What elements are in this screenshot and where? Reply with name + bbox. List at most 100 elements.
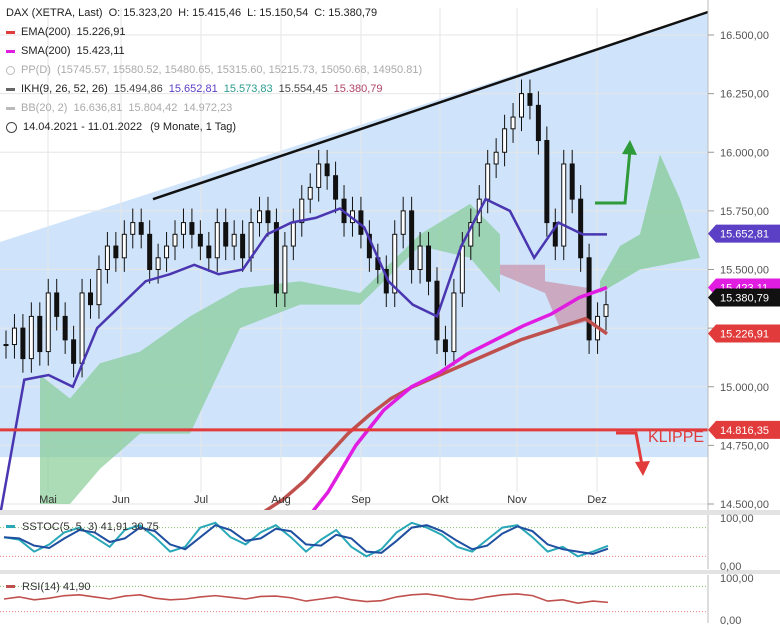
candle-body bbox=[333, 175, 339, 200]
candle-body bbox=[155, 257, 161, 270]
candle-body bbox=[206, 245, 212, 259]
y-tick-label: 14.500,00 bbox=[720, 499, 769, 511]
price-tag-label: 15.652,81 bbox=[720, 229, 769, 241]
clock-icon bbox=[6, 122, 17, 133]
x-tick-label: Okt bbox=[431, 494, 448, 506]
candle-body bbox=[37, 315, 43, 353]
candle-body bbox=[485, 163, 491, 200]
candle-body bbox=[164, 245, 170, 259]
candle-body bbox=[197, 233, 203, 247]
candle-body bbox=[493, 151, 499, 165]
candle-body bbox=[180, 222, 186, 235]
candle-body bbox=[240, 233, 246, 259]
ohlc-high: 15.415,46 bbox=[192, 7, 242, 19]
candle-body bbox=[282, 245, 288, 294]
ichimoku-cloud-red bbox=[500, 264, 590, 329]
legend-sma[interactable]: SMA(200) 15.423,11 bbox=[6, 42, 422, 61]
candle-body bbox=[88, 292, 94, 306]
ohlc-open-label: O: bbox=[108, 7, 121, 19]
x-tick-label: Mai bbox=[39, 494, 57, 506]
candle-body bbox=[535, 104, 541, 142]
sma200-line bbox=[298, 285, 608, 529]
candle-body bbox=[248, 222, 254, 259]
legend-bb[interactable]: BB(20, 2) 16.636,81 15.804,42 14.972,23 bbox=[6, 99, 422, 118]
bb-value-2: 15.804,42 bbox=[128, 102, 178, 114]
candle-body bbox=[392, 233, 398, 294]
candle-body bbox=[451, 292, 457, 353]
candle-body bbox=[45, 292, 51, 353]
x-tick-label: Nov bbox=[507, 494, 527, 506]
ema-swatch bbox=[6, 31, 15, 34]
candle-body bbox=[561, 163, 567, 247]
ikh-swatch bbox=[6, 88, 15, 91]
chart-legend: DAX (XETRA, Last) O: 15.323,20 H: 15.415… bbox=[6, 4, 422, 137]
x-tick-label: Dez bbox=[587, 494, 607, 506]
period-range: 14.04.2021 - 11.01.2022 bbox=[23, 121, 143, 133]
candle-body bbox=[442, 339, 448, 353]
bb-swatch bbox=[6, 107, 15, 110]
candle-body bbox=[147, 233, 153, 270]
candle-body bbox=[189, 222, 195, 235]
up-arrow bbox=[595, 149, 632, 205]
candle-body bbox=[569, 163, 575, 200]
candle-body bbox=[231, 233, 237, 247]
ikh-value-5: 15.380,79 bbox=[333, 83, 383, 95]
subchart-series bbox=[3, 521, 609, 558]
candle-body bbox=[138, 222, 144, 235]
candle-body bbox=[299, 198, 305, 224]
candle-body bbox=[459, 245, 465, 294]
subchart-legend: SSTOC(5, 5, 3) 41,91 30,75 bbox=[22, 521, 159, 533]
candle-body bbox=[20, 327, 26, 360]
subchart-legend: RSI(14) 41,90 bbox=[22, 581, 90, 593]
ikh-kijun-line bbox=[0, 197, 607, 516]
legend-period: 14.04.2021 - 11.01.2022 (9 Monate, 1 Tag… bbox=[6, 118, 422, 137]
candle-body bbox=[96, 269, 102, 306]
candle-body bbox=[3, 344, 9, 347]
y-tick-label: 15.500,00 bbox=[720, 265, 769, 277]
candle-body bbox=[400, 210, 406, 235]
price-tag-label: 15.380,79 bbox=[720, 292, 769, 304]
y-tick-label: 16.000,00 bbox=[720, 147, 769, 159]
up-arrow-head bbox=[622, 140, 637, 155]
subchart-tick-label: 0,00 bbox=[720, 615, 741, 625]
price-tag bbox=[708, 324, 780, 343]
y-tick-label: 16.250,00 bbox=[720, 89, 769, 101]
candle-body bbox=[11, 327, 17, 346]
candle-body bbox=[104, 245, 110, 271]
bb-name: BB(20, 2) bbox=[21, 102, 68, 114]
candle-body bbox=[257, 210, 263, 224]
legend-pp[interactable]: PP(D) (15745.57, 15580.52, 15480.65, 153… bbox=[6, 61, 422, 80]
chart-title: DAX (XETRA, Last) bbox=[6, 7, 103, 19]
x-tick-label: Aug bbox=[271, 494, 291, 506]
price-tag bbox=[708, 224, 780, 243]
legend-ema[interactable]: EMA(200) 15.226,91 bbox=[6, 23, 422, 42]
ikh-value-2: 15.652,81 bbox=[168, 83, 218, 95]
ohlc-close: 15.380,79 bbox=[328, 7, 378, 19]
candle-body bbox=[502, 128, 508, 153]
candle-body bbox=[307, 186, 313, 200]
candle-body bbox=[214, 222, 220, 259]
y-tick-label: 15.750,00 bbox=[720, 206, 769, 218]
pp-values: (15745.57, 15580.52, 15480.65, 15315.60,… bbox=[56, 64, 423, 76]
candle-body bbox=[578, 198, 584, 259]
y-tick-label: 14.750,00 bbox=[720, 440, 769, 452]
candle-body bbox=[79, 292, 85, 364]
candle-body bbox=[603, 304, 609, 317]
target-icon bbox=[6, 66, 15, 75]
candle-body bbox=[28, 315, 34, 360]
candle-body bbox=[172, 233, 178, 247]
price-tag bbox=[708, 288, 780, 307]
legend-ikh[interactable]: IKH(9, 26, 52, 26) 15.494,86 15.652,81 1… bbox=[6, 80, 422, 99]
resistance-trendline bbox=[152, 10, 709, 201]
x-tick-label: Sep bbox=[351, 494, 371, 506]
price-tag bbox=[708, 420, 780, 439]
pane-separator bbox=[0, 570, 780, 574]
candle-body bbox=[130, 222, 136, 235]
ikh-value-4: 15.554,45 bbox=[278, 83, 328, 95]
price-tag-label: 14.816,35 bbox=[720, 425, 769, 437]
candle-body bbox=[510, 116, 516, 130]
y-tick-label: 16.500,00 bbox=[720, 30, 769, 42]
x-tick-label: Jun bbox=[112, 494, 130, 506]
subchart-tick-label: 100,00 bbox=[720, 573, 754, 585]
